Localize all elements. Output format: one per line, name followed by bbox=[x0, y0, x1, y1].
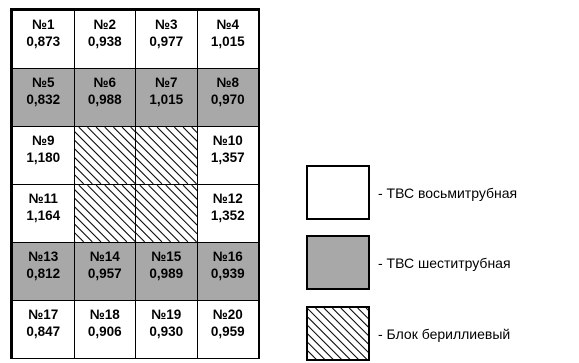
fuel-assembly-cell: №8 0,970 bbox=[196, 68, 259, 127]
beryllium-block-cell bbox=[135, 126, 198, 185]
legend-label: - Блок бериллиевый bbox=[378, 326, 511, 342]
cell-number: №4 bbox=[216, 17, 240, 32]
cell-number: №12 bbox=[212, 191, 243, 206]
cell-value: 0,906 bbox=[87, 324, 122, 339]
cell-value: 1,357 bbox=[210, 150, 245, 165]
legend-swatch-gray bbox=[306, 235, 370, 290]
legend-swatch-white bbox=[306, 165, 370, 220]
cell-value: 0,832 bbox=[26, 92, 61, 107]
legend-label: - ТВС восьмитрубная bbox=[378, 185, 518, 201]
fuel-assembly-cell: №15 0,989 bbox=[135, 242, 198, 301]
cell-number: №13 bbox=[28, 249, 59, 264]
fuel-assembly-cell: №19 0,930 bbox=[135, 300, 198, 359]
cell-value: 0,812 bbox=[26, 266, 61, 281]
beryllium-block-cell bbox=[73, 126, 136, 185]
cell-value: 1,015 bbox=[210, 34, 245, 49]
legend-label: - ТВС шеститрубная bbox=[378, 255, 511, 271]
fuel-assembly-cell: №10 1,357 bbox=[196, 126, 259, 185]
cell-number: №8 bbox=[216, 75, 240, 90]
cell-number: №19 bbox=[151, 307, 182, 322]
legend-swatch-hatch bbox=[306, 306, 370, 361]
cell-value: 0,930 bbox=[149, 324, 184, 339]
cell-value: 1,352 bbox=[210, 208, 245, 223]
cell-number: №18 bbox=[89, 307, 120, 322]
cell-number: №3 bbox=[154, 17, 178, 32]
hatch-pattern bbox=[74, 185, 135, 242]
fuel-assembly-cell: №6 0,988 bbox=[73, 68, 136, 127]
cell-number: №15 bbox=[151, 249, 182, 264]
cell-number: №10 bbox=[212, 133, 243, 148]
beryllium-block-cell bbox=[135, 184, 198, 243]
cell-number: №1 bbox=[31, 17, 55, 32]
beryllium-block-cell bbox=[73, 184, 136, 243]
cell-value: 0,988 bbox=[87, 92, 122, 107]
fuel-assembly-cell: №13 0,812 bbox=[12, 242, 75, 301]
fuel-assembly-cell: №14 0,957 bbox=[73, 242, 136, 301]
fuel-assembly-cell: №17 0,847 bbox=[12, 300, 75, 359]
fuel-assembly-cell: №2 0,938 bbox=[73, 10, 136, 69]
fuel-assembly-cell: №11 1,164 bbox=[12, 184, 75, 243]
fuel-assembly-cell: №1 0,873 bbox=[12, 10, 75, 69]
hatch-pattern bbox=[308, 308, 368, 359]
cell-number: №7 bbox=[154, 75, 178, 90]
cell-value: 1,180 bbox=[26, 150, 61, 165]
cell-value: 0,989 bbox=[149, 266, 184, 281]
fuel-assembly-cell: №16 0,939 bbox=[196, 242, 259, 301]
fuel-assembly-cell: №20 0,959 bbox=[196, 300, 259, 359]
cell-value: 1,164 bbox=[26, 208, 61, 223]
cell-number: №11 bbox=[28, 191, 58, 206]
cell-number: №17 bbox=[28, 307, 59, 322]
cell-value: 1,015 bbox=[149, 92, 184, 107]
fuel-assembly-cell: №5 0,832 bbox=[12, 68, 75, 127]
cell-value: 0,970 bbox=[210, 92, 245, 107]
cell-value: 0,939 bbox=[210, 266, 245, 281]
cell-value: 0,847 bbox=[26, 324, 61, 339]
hatch-pattern bbox=[136, 185, 197, 242]
cell-value: 0,873 bbox=[26, 34, 61, 49]
fuel-assembly-cell: №18 0,906 bbox=[73, 300, 136, 359]
core-map-grid: №1 0,873 №2 0,938 №3 0,977 №4 1,015 №5 0,832 №6 0,9… bbox=[10, 8, 260, 359]
cell-number: №14 bbox=[89, 249, 120, 264]
cell-value: 0,957 bbox=[87, 266, 122, 281]
cell-number: №20 bbox=[212, 307, 243, 322]
hatch-pattern bbox=[74, 127, 135, 184]
fuel-assembly-cell: №9 1,180 bbox=[12, 126, 75, 185]
fuel-assembly-cell: №7 1,015 bbox=[135, 68, 198, 127]
cell-value: 0,938 bbox=[87, 34, 122, 49]
cell-number: №5 bbox=[31, 75, 55, 90]
fuel-assembly-cell: №12 1,352 bbox=[196, 184, 259, 243]
cell-number: №16 bbox=[212, 249, 243, 264]
hatch-pattern bbox=[136, 127, 197, 184]
cell-value: 0,977 bbox=[149, 34, 184, 49]
cell-number: №9 bbox=[31, 133, 55, 148]
fuel-assembly-cell: №4 1,015 bbox=[196, 10, 259, 69]
fuel-assembly-cell: №3 0,977 bbox=[135, 10, 198, 69]
cell-value: 0,959 bbox=[210, 324, 245, 339]
cell-number: №2 bbox=[93, 17, 117, 32]
cell-number: №6 bbox=[93, 75, 117, 90]
